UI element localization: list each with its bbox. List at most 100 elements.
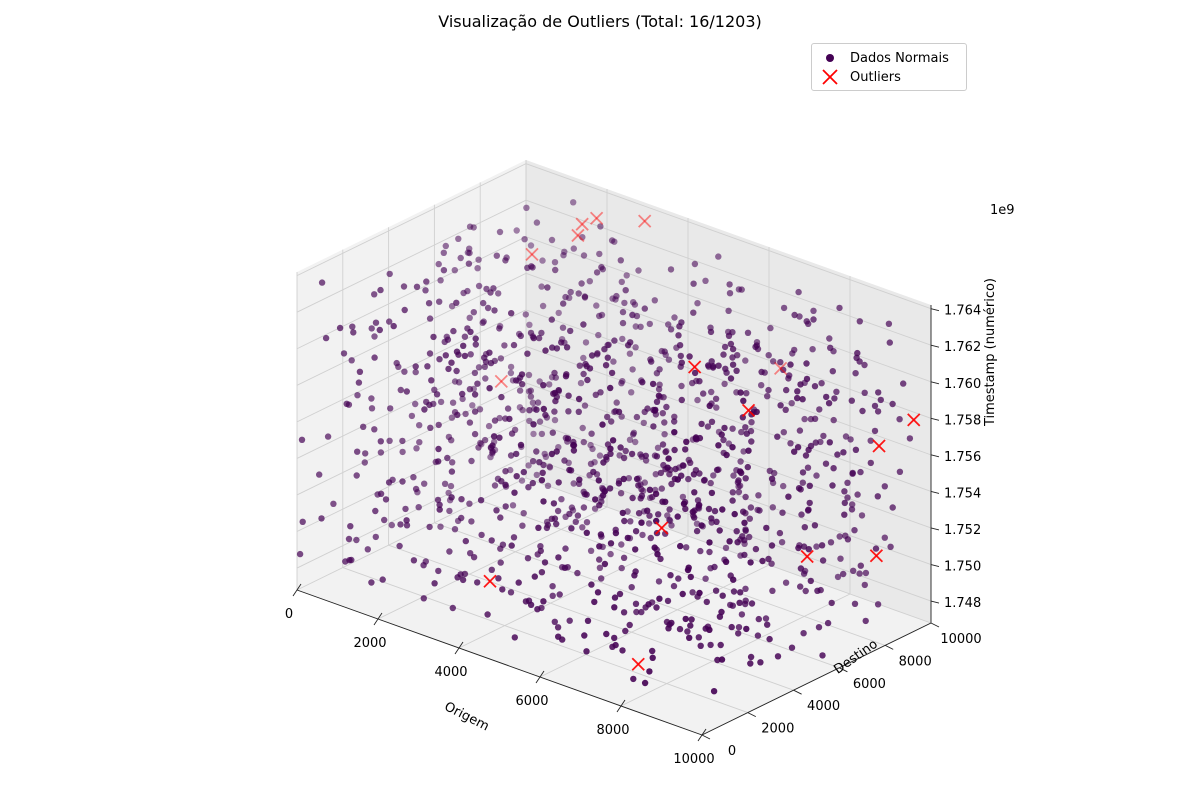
data-point [474, 265, 481, 272]
data-point [802, 452, 810, 459]
data-point [748, 419, 755, 426]
data-point [399, 448, 406, 456]
data-point [579, 424, 586, 432]
data-point [446, 507, 453, 515]
data-point [376, 326, 383, 334]
data-point [799, 479, 806, 486]
data-point [535, 524, 542, 531]
data-point [540, 498, 547, 505]
data-point [801, 415, 808, 423]
data-point [622, 627, 629, 635]
data-point [459, 395, 466, 403]
data-point [721, 424, 728, 432]
data-point [489, 442, 496, 449]
data-point [350, 329, 357, 336]
data-point [646, 486, 654, 493]
data-point [720, 436, 727, 444]
data-point [616, 590, 624, 598]
data-point [721, 380, 728, 388]
data-point [729, 361, 737, 368]
data-point [822, 460, 830, 467]
data-point [603, 453, 610, 461]
data-point [677, 352, 684, 360]
data-point [653, 517, 660, 525]
data-point [495, 575, 502, 582]
data-point [533, 219, 541, 226]
data-point [836, 533, 843, 540]
outlier-stroke [571, 228, 585, 243]
data-point [665, 356, 673, 363]
outlier-point [688, 360, 702, 374]
data-point [630, 299, 637, 306]
data-point [682, 446, 689, 453]
data-point [633, 413, 641, 421]
data-point [403, 517, 410, 524]
grid-line-z-left [296, 382, 527, 496]
data-point [529, 399, 537, 406]
data-point [862, 569, 870, 577]
data-point [555, 479, 562, 486]
data-point [570, 199, 577, 206]
data-point [525, 484, 532, 491]
data-point [803, 375, 811, 383]
data-point [623, 272, 630, 279]
data-point [676, 323, 683, 330]
data-point [722, 544, 730, 552]
data-point [570, 447, 578, 454]
data-point [567, 327, 574, 335]
data-point [513, 450, 520, 458]
data-point [700, 477, 708, 484]
data-point [562, 373, 570, 380]
data-point [796, 427, 804, 434]
data-point [470, 309, 477, 316]
data-point [596, 556, 603, 563]
data-point [872, 545, 880, 552]
data-point [487, 359, 495, 367]
data-point [408, 412, 416, 420]
data-point [826, 335, 833, 342]
data-point [575, 408, 582, 415]
outlier-point [483, 574, 497, 588]
data-point [661, 419, 668, 426]
data-point [844, 479, 851, 486]
data-point [780, 304, 788, 312]
data-point [800, 570, 808, 577]
data-point [546, 463, 553, 470]
data-point [730, 472, 737, 479]
data-point [678, 382, 685, 390]
grid-line-y-floor [388, 544, 794, 691]
data-point [690, 309, 697, 316]
data-point [635, 267, 642, 274]
data-point [553, 345, 561, 352]
data-point [794, 444, 802, 451]
data-point [458, 496, 465, 503]
data-point [362, 450, 369, 457]
data-point [576, 362, 583, 369]
data-point [435, 567, 442, 575]
data-point [530, 430, 537, 438]
data-point [650, 423, 657, 430]
data-point [702, 277, 709, 284]
data-point [725, 307, 732, 314]
data-point [841, 488, 848, 495]
data-point [663, 403, 670, 411]
data-point [804, 507, 812, 514]
data-point [830, 416, 837, 424]
data-point [441, 480, 449, 487]
data-point [639, 379, 646, 386]
data-point [725, 332, 733, 339]
data-point [596, 564, 604, 571]
data-point [619, 335, 626, 343]
data-point [529, 458, 537, 465]
z-tick-mark [930, 454, 940, 458]
data-point [581, 293, 589, 300]
data-point [539, 469, 546, 476]
data-point [632, 323, 639, 330]
data-point [601, 560, 609, 568]
outlier-stroke [773, 361, 788, 375]
data-point [764, 393, 771, 400]
data-point [861, 361, 868, 369]
outlier-stroke [571, 228, 585, 243]
data-point [657, 469, 665, 477]
data-point [574, 512, 582, 519]
